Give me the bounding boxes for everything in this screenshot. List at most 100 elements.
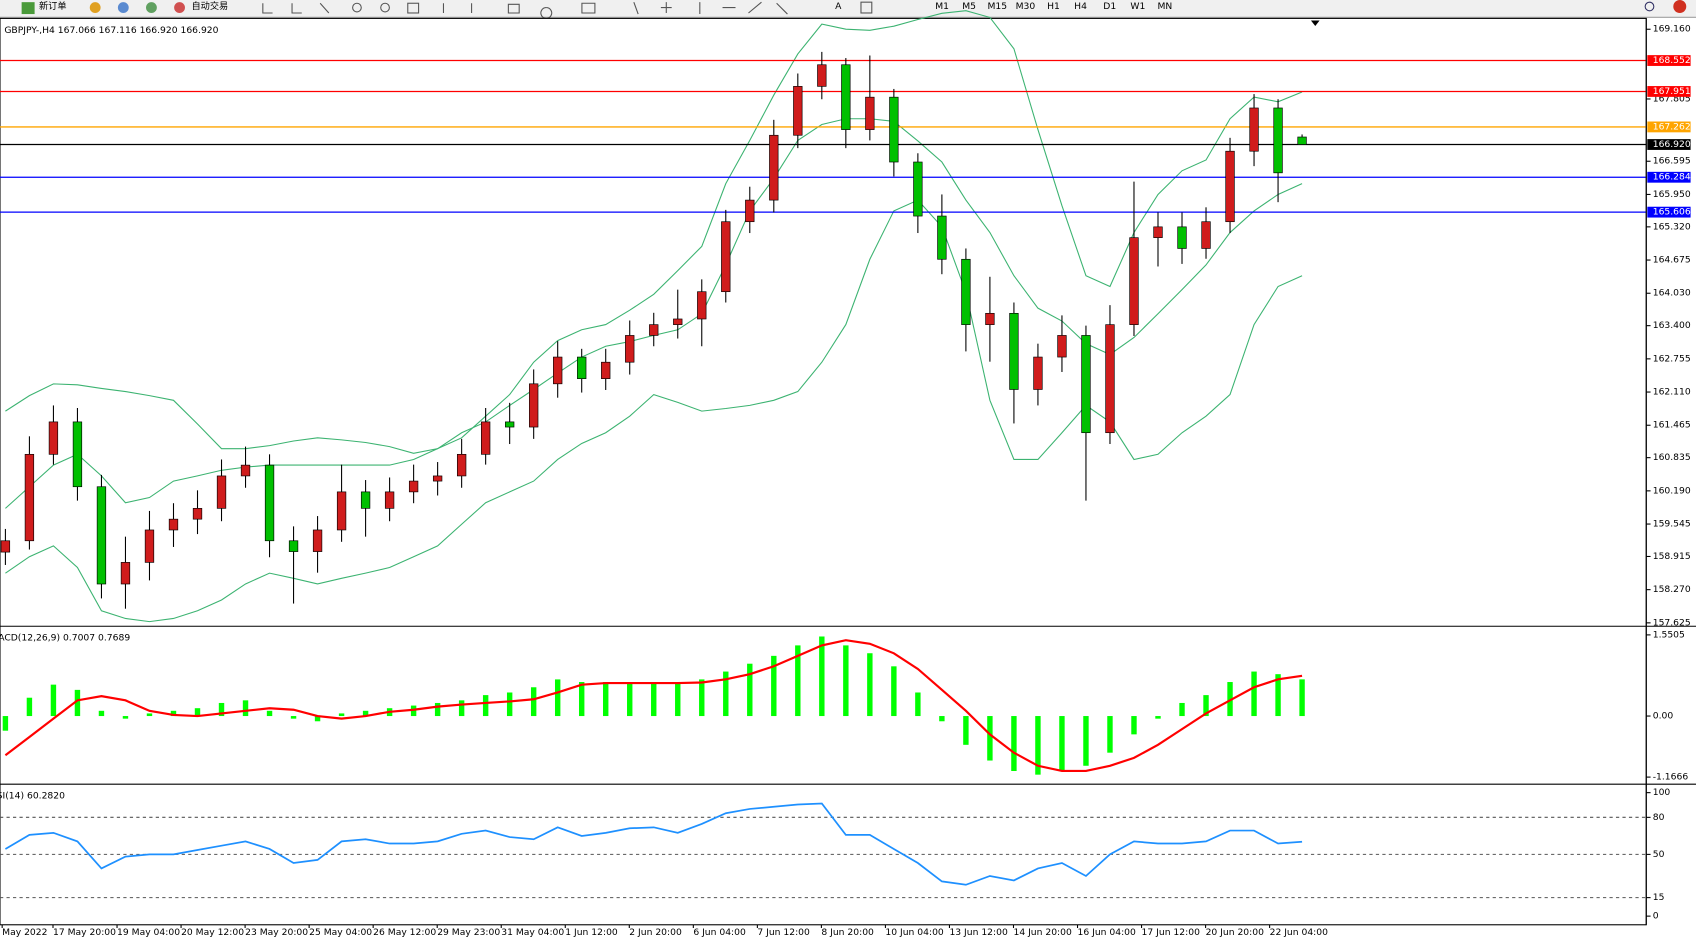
price-level-tag [1647, 55, 1691, 66]
alert-icon[interactable] [1673, 0, 1687, 13]
auto-trade-button[interactable]: 自动交易 [191, 0, 228, 12]
y-tick-label: 159.545 [1653, 519, 1691, 530]
chart-frame [0, 17, 1647, 926]
x-tick-label: 19 May 04:00 [117, 927, 180, 938]
candle-body [408, 480, 419, 493]
candle-body [793, 86, 803, 136]
timeframe-button[interactable]: M1 [935, 1, 949, 12]
macd-bar [554, 679, 561, 717]
candle-body [192, 508, 203, 520]
x-tick-label: 26 May 12:00 [373, 927, 436, 938]
candle-body [1081, 335, 1091, 434]
shift-marker [1310, 20, 1320, 26]
x-tick-label: 29 May 23:00 [437, 927, 500, 938]
candle-body [721, 221, 731, 293]
x-tick-label: 6 Jun 04:00 [693, 927, 746, 938]
timeframe-button[interactable]: H4 [1074, 1, 1087, 12]
macd-bar [963, 716, 969, 745]
macd-bar [146, 713, 153, 717]
macd-bar [290, 716, 297, 719]
timeframe-button[interactable]: D1 [1103, 1, 1116, 12]
toolbar-icon[interactable] [117, 2, 129, 13]
macd-bar [26, 697, 33, 717]
price-level-tag [1647, 139, 1691, 150]
candle-body [1177, 226, 1187, 249]
candle-body [1201, 221, 1211, 249]
y-tick-label: 164.030 [1653, 288, 1691, 299]
x-tick-label: 14 Jun 20:00 [1013, 927, 1072, 938]
x-tick-label: 23 May 20:00 [245, 927, 308, 938]
macd-bar [675, 683, 681, 717]
macd-bar [939, 716, 945, 722]
timeframe-button[interactable]: H1 [1047, 1, 1060, 12]
x-tick-label: 16 Jun 04:00 [1078, 927, 1137, 938]
toolbar-icon[interactable] [89, 2, 101, 13]
candle-body [384, 491, 395, 509]
y-tick-label: 164.675 [1653, 255, 1691, 266]
y-tick-label: 0.00 [1653, 711, 1674, 722]
new-order-button[interactable]: 新订单 [39, 0, 67, 12]
candle-body [0, 540, 11, 553]
macd-bar [1107, 716, 1113, 753]
timeframe-button[interactable]: W1 [1130, 1, 1145, 12]
candle-body [577, 356, 587, 379]
new-order-icon[interactable] [21, 2, 35, 15]
macd-bar [530, 687, 537, 717]
candle-body [601, 361, 611, 379]
candle-body [48, 421, 59, 455]
candle-body [1033, 356, 1043, 390]
candle-body [288, 540, 299, 552]
candle-body [625, 335, 635, 363]
candle-body [1273, 107, 1283, 174]
y-tick-label: 162.755 [1653, 353, 1691, 364]
macd-signal [4, 639, 1303, 773]
macd-bar [170, 710, 177, 717]
macd-bar [482, 695, 489, 717]
macd-bar [314, 716, 321, 722]
y-tick-label: 160.835 [1653, 452, 1691, 463]
x-tick-label: 20 Jun 20:00 [1206, 927, 1265, 938]
macd-bar [1131, 716, 1137, 735]
drawing-tools[interactable] [262, 1, 788, 19]
search-icon[interactable] [1644, 1, 1655, 12]
y-tick-label: 100 [1653, 787, 1671, 798]
macd-bar [1155, 716, 1161, 719]
price-level-tag [1647, 121, 1691, 133]
y-tick-label: 166.595 [1653, 156, 1691, 167]
text-tool[interactable]: A [835, 1, 842, 12]
toolbar [0, 0, 1696, 18]
candle-body [1297, 136, 1307, 145]
candle-body [697, 291, 707, 320]
macd-bar [458, 700, 465, 717]
macd-bar [506, 692, 513, 717]
macd-bar [2, 716, 9, 731]
auto-trade-icon[interactable] [174, 2, 185, 13]
candle-body [505, 421, 515, 428]
macd-bar [362, 710, 369, 717]
candle-body [216, 475, 227, 509]
price-level-tag [1647, 171, 1691, 183]
macd-bar [747, 663, 753, 717]
candle-body [913, 161, 923, 217]
x-tick-label: 10 Jun 04:00 [885, 927, 944, 938]
y-tick-label: 163.400 [1653, 320, 1691, 331]
candle-body [72, 421, 83, 488]
macd-bar [338, 713, 345, 717]
candle-body [865, 96, 875, 130]
price-level-tag [1647, 206, 1691, 218]
candle-body [817, 64, 827, 87]
label-tool[interactable] [860, 1, 873, 14]
timeframe-button[interactable]: M30 [1016, 1, 1036, 12]
candle-body [1249, 107, 1259, 152]
toolbar-icon[interactable] [146, 2, 157, 13]
panel-title: MACD(12,26,9) 0.7007 0.7689 [0, 633, 130, 644]
candle-body [312, 529, 323, 552]
macd-bar [795, 645, 801, 717]
macd-bar [723, 671, 729, 717]
macd-bar [915, 692, 921, 717]
timeframe-button[interactable]: M5 [962, 1, 976, 12]
timeframe-button[interactable]: M15 [987, 1, 1007, 12]
timeframe-button[interactable]: MN [1158, 1, 1173, 12]
panel-title: RSI(14) 60.2820 [0, 791, 65, 802]
x-tick-label: 2 Jun 20:00 [629, 927, 682, 938]
